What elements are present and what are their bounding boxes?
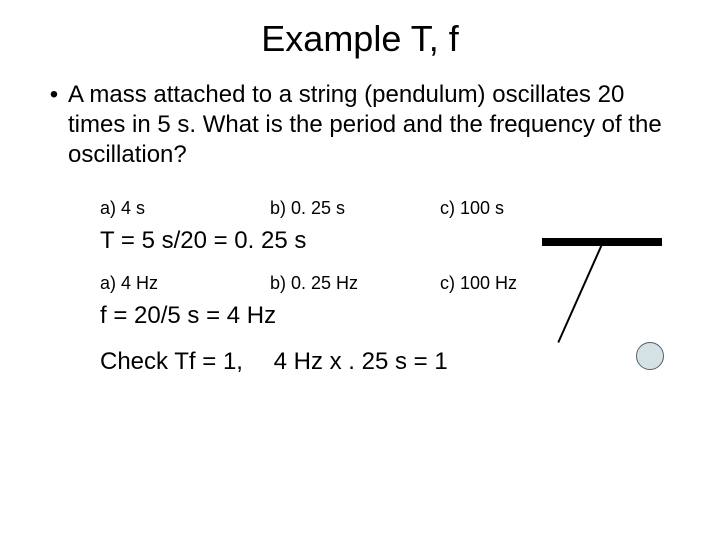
period-option-b: b) 0. 25 s — [270, 198, 440, 219]
question-text: A mass attached to a string (pendulum) o… — [68, 80, 680, 170]
pendulum-diagram — [542, 238, 662, 398]
question-row: • A mass attached to a string (pendulum)… — [40, 80, 680, 170]
page-title: Example T, f — [0, 18, 720, 60]
pendulum-bob — [636, 342, 664, 370]
bullet-dot: • — [40, 80, 68, 110]
freq-option-a: a) 4 Hz — [100, 273, 270, 294]
period-option-a: a) 4 s — [100, 198, 270, 219]
pendulum-string — [557, 242, 604, 343]
freq-option-b: b) 0. 25 Hz — [270, 273, 440, 294]
period-option-row: a) 4 s b) 0. 25 s c) 100 s — [100, 198, 640, 219]
period-option-c: c) 100 s — [440, 198, 610, 219]
